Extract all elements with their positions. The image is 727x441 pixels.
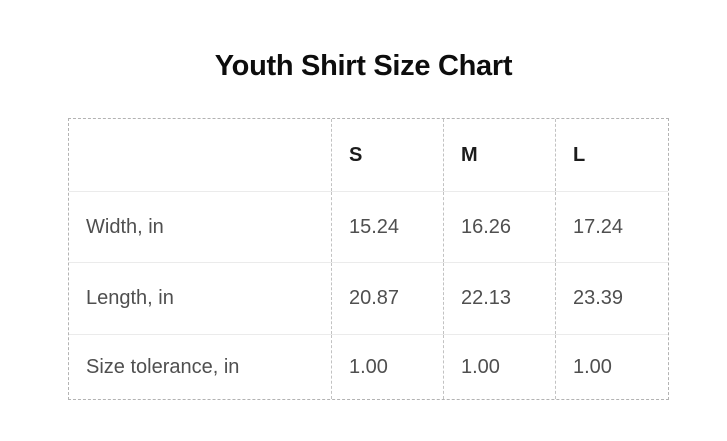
header-cell-size-l: L bbox=[555, 119, 668, 191]
table-header-row: S M L bbox=[69, 119, 668, 191]
cell-tolerance-l: 1.00 bbox=[555, 335, 668, 399]
header-cell-size-m: M bbox=[443, 119, 555, 191]
cell-width-m: 16.26 bbox=[443, 192, 555, 262]
size-chart-table: S M L Width, in 15.24 16.26 17.24 Length… bbox=[68, 118, 669, 400]
header-cell-size-s: S bbox=[331, 119, 443, 191]
row-label-length: Length, in bbox=[86, 287, 174, 309]
cell-tolerance-m: 1.00 bbox=[443, 335, 555, 399]
header-cell-blank bbox=[69, 119, 331, 191]
cell-tolerance-s: 1.00 bbox=[331, 335, 443, 399]
table-row-length: Length, in 20.87 22.13 23.39 bbox=[69, 262, 668, 334]
table-row-width: Width, in 15.24 16.26 17.24 bbox=[69, 191, 668, 262]
cell-length-s: 20.87 bbox=[331, 263, 443, 334]
cell-length-l: 23.39 bbox=[555, 263, 668, 334]
cell-width-l: 17.24 bbox=[555, 192, 668, 262]
row-label-width: Width, in bbox=[86, 215, 164, 238]
row-label-size-tolerance: Size tolerance, in bbox=[86, 355, 240, 378]
cell-width-s: 15.24 bbox=[331, 192, 443, 262]
table-row-size-tolerance: Size tolerance, in 1.00 1.00 1.00 bbox=[69, 334, 668, 399]
cell-length-m: 22.13 bbox=[443, 263, 555, 334]
page-title: Youth Shirt Size Chart bbox=[214, 50, 513, 82]
